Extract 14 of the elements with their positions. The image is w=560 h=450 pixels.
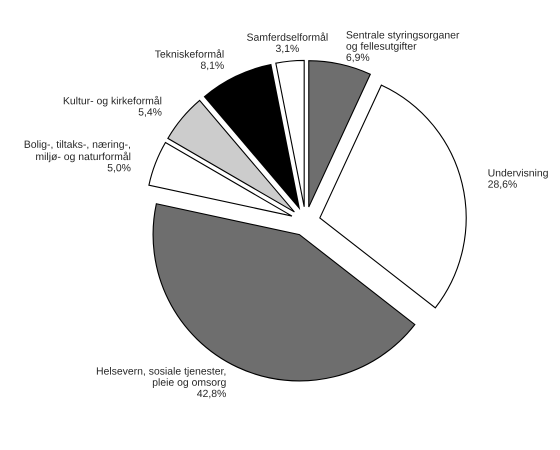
slice-label: Samferdselformål (247, 32, 328, 41)
data-label: 8,1% (200, 62, 224, 70)
data-label: 3,1% (276, 44, 299, 54)
slice-label: Tekniskeformål (154, 49, 224, 58)
slice-label: Kultur- og kirkeformål (64, 96, 162, 106)
slice-label: Sentrale styringsorganer og fellesutgifter (346, 30, 460, 52)
slice-label: Helsevern, sosiale tjenester, pleie og omsorg (96, 367, 226, 388)
slice-label: Undervisning (488, 168, 548, 179)
slice-label: Bolig-, tiltaks-, næring-, miljø- og naturformål (24, 140, 130, 162)
data-label: 5,4% (138, 108, 162, 117)
data-label: 42,8% (197, 390, 226, 398)
data-label: 5,0% (108, 164, 131, 173)
data-label: 6,9% (346, 54, 370, 62)
data-label: 28,6% (488, 180, 517, 189)
